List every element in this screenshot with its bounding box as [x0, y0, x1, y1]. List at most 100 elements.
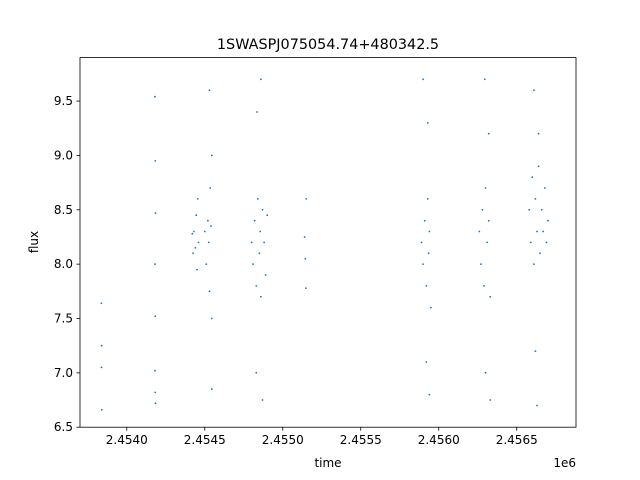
data-point	[258, 252, 261, 255]
data-point	[210, 225, 212, 228]
data-point	[484, 187, 487, 189]
data-point	[540, 208, 543, 211]
data-point	[483, 78, 486, 81]
data-point	[263, 241, 265, 244]
data-point	[195, 214, 198, 217]
data-point	[430, 306, 432, 309]
data-point	[425, 285, 428, 287]
data-point	[481, 208, 484, 211]
data-point	[194, 246, 197, 249]
x-tick-label: 2.4545	[184, 433, 226, 447]
data-point	[536, 404, 538, 407]
data-point	[487, 132, 490, 135]
data-point	[203, 230, 206, 233]
y-tick-label: 6.5	[54, 420, 73, 434]
data-point	[196, 268, 198, 271]
data-point	[154, 391, 157, 394]
x-tick-label: 2.4550	[262, 433, 304, 447]
data-point	[528, 208, 531, 211]
data-point	[255, 285, 258, 287]
y-tick-label: 9.5	[54, 94, 73, 108]
data-point	[531, 176, 534, 179]
data-point	[483, 285, 485, 287]
data-point	[545, 241, 548, 244]
data-point	[100, 302, 103, 305]
x-tick-label: 2.4540	[106, 433, 148, 447]
data-point	[303, 236, 306, 238]
data-point	[486, 241, 488, 244]
data-point	[428, 230, 431, 233]
y-tick-label: 9.0	[54, 148, 73, 162]
data-point	[305, 198, 308, 200]
y-tick-label: 7.5	[54, 311, 73, 325]
data-point	[100, 344, 103, 347]
data-point	[547, 219, 549, 222]
data-point	[266, 214, 269, 217]
data-point	[537, 165, 540, 168]
data-point	[264, 274, 267, 276]
x-tick-label: 2.4555	[340, 433, 382, 447]
data-point	[533, 263, 535, 265]
data-point	[255, 371, 258, 374]
y-axis-label: flux	[27, 231, 41, 253]
data-point	[191, 232, 194, 235]
data-point	[426, 198, 429, 200]
data-point	[197, 241, 200, 244]
y-tick-label: 8.5	[54, 203, 73, 217]
y-axis: 6.5 7.0 7.5 8.0 8.5 9.0 9.5	[54, 94, 80, 434]
data-point	[537, 132, 540, 135]
data-point	[428, 393, 431, 396]
data-point	[256, 198, 259, 200]
data-point	[252, 263, 255, 265]
data-point	[425, 361, 428, 363]
data-point	[207, 241, 210, 244]
x-tick-label: 2.4565	[496, 433, 538, 447]
data-point	[205, 263, 208, 265]
data-point	[542, 230, 545, 233]
data-point	[539, 252, 541, 255]
data-point	[260, 295, 262, 298]
data-point	[154, 160, 157, 162]
data-point	[304, 257, 307, 260]
data-point	[207, 219, 209, 222]
data-point	[529, 241, 532, 244]
data-point	[208, 290, 211, 293]
data-point	[261, 208, 264, 211]
data-point	[193, 230, 195, 233]
data-point	[209, 187, 212, 189]
data-point	[260, 78, 262, 81]
data-point	[154, 315, 157, 318]
data-point	[423, 219, 426, 222]
data-point	[533, 89, 535, 92]
data-point	[253, 219, 256, 222]
data-point	[543, 187, 546, 189]
data-point	[100, 366, 103, 369]
data-point	[487, 219, 490, 222]
data-point	[422, 263, 424, 265]
data-point	[536, 230, 538, 233]
data-point	[478, 230, 481, 233]
data-point	[420, 241, 423, 244]
data-point	[154, 402, 157, 405]
data-point	[154, 263, 156, 265]
data-point	[192, 252, 195, 255]
data-point	[480, 263, 482, 265]
data-point	[210, 388, 213, 391]
data-point	[261, 399, 264, 401]
data-point	[422, 78, 424, 81]
data-point	[154, 369, 156, 372]
data-point	[427, 252, 430, 255]
data-point	[259, 230, 262, 233]
y-tick-label: 7.0	[54, 366, 73, 380]
data-point	[489, 399, 492, 401]
data-point	[534, 350, 537, 352]
x-axis-offset-label: 1e6	[553, 456, 576, 470]
data-point	[208, 89, 211, 92]
data-point	[534, 198, 537, 200]
data-point	[196, 198, 199, 200]
data-point	[256, 111, 258, 113]
data-point	[484, 371, 487, 374]
plot-frame	[79, 57, 577, 428]
data-point	[210, 154, 213, 157]
x-axis-label: time	[314, 456, 341, 470]
